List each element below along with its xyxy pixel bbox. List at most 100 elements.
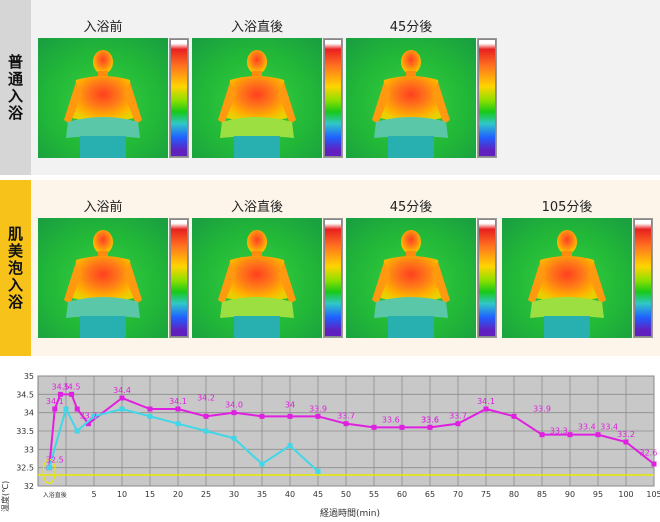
panel-title: 45分後	[389, 200, 433, 215]
data-label: 33.7	[337, 412, 355, 421]
data-point	[427, 424, 433, 430]
thermal-image	[38, 218, 168, 338]
data-point	[175, 406, 181, 412]
data-point	[343, 421, 349, 427]
y-tick-label: 35	[24, 372, 34, 381]
temperature-scale	[477, 218, 497, 338]
data-label: 34.4	[113, 386, 131, 395]
temperature-scale	[169, 218, 189, 338]
x-tick-label: 10	[117, 490, 127, 499]
section-label: 普通入浴	[6, 53, 24, 122]
thermal-image	[346, 38, 476, 158]
data-label: 34.1	[169, 397, 187, 406]
thermal-panel: 入浴前	[38, 180, 189, 350]
x-tick-label: 入浴直後	[43, 491, 67, 499]
panel-title: 入浴前	[83, 20, 123, 35]
data-label: 34.5	[51, 382, 69, 391]
data-label: 33.6	[421, 415, 439, 424]
x-tick-label: 75	[481, 490, 491, 499]
data-label: 33.7	[79, 412, 97, 421]
data-point	[231, 435, 237, 441]
panel-title: 入浴直後	[230, 200, 283, 215]
thermal-image	[502, 218, 632, 338]
data-label: 34.1	[477, 397, 495, 406]
section-label-band: 肌美泡入浴	[0, 180, 31, 356]
data-label: 34.2	[197, 393, 215, 402]
temperature-scale	[169, 38, 189, 158]
x-tick-label: 50	[341, 490, 351, 499]
data-point	[147, 413, 153, 419]
data-point	[203, 428, 209, 434]
data-point	[567, 432, 573, 438]
y-tick-label: 34	[24, 409, 34, 418]
data-label: 33.4	[600, 423, 618, 432]
color-scale-bar	[634, 219, 652, 337]
thermal-panel: 入浴前	[38, 0, 189, 170]
data-point	[119, 395, 125, 401]
start-highlight	[42, 458, 56, 484]
x-tick-label: 55	[369, 490, 379, 499]
x-tick-label: 80	[509, 490, 519, 499]
data-label: 34.5	[63, 382, 81, 391]
data-point	[595, 432, 601, 438]
data-label: 34.0	[225, 401, 243, 410]
data-point	[69, 391, 75, 397]
panel-title: 45分後	[389, 20, 433, 35]
x-tick-label: 95	[593, 490, 603, 499]
panel-title: 入浴前	[83, 200, 123, 215]
data-label: 33.6	[421, 415, 439, 424]
data-label: 32.6	[639, 448, 657, 457]
color-scale-bar	[478, 219, 496, 337]
thermal-panel: 入浴直後	[192, 0, 343, 170]
data-label: 33.4	[578, 423, 596, 432]
y-tick-label: 32.5	[16, 464, 34, 473]
thermal-panel: 45分後	[346, 180, 497, 350]
color-scale-bar	[324, 39, 342, 157]
temperature-scale	[323, 38, 343, 158]
temperature-scale	[323, 218, 343, 338]
data-label: 34	[285, 401, 295, 410]
data-label: 33.9	[533, 404, 551, 413]
x-tick-label: 45	[313, 490, 323, 499]
temperature-scale	[477, 38, 497, 158]
thermal-image	[192, 38, 322, 158]
temperature-chart: 35 34.5 34 33.5 33 32.5 32 入浴直後 5 10 15 20 25 30 35 40…	[0, 372, 660, 519]
data-point	[231, 410, 237, 416]
data-point	[74, 428, 80, 434]
x-tick-label: 5	[91, 490, 96, 499]
x-tick-label: 105	[646, 490, 660, 499]
y-tick-label: 33	[24, 445, 34, 454]
color-scale-bar	[478, 39, 496, 157]
thermal-image	[346, 218, 476, 338]
x-tick-label: 20	[173, 490, 183, 499]
thermal-image	[192, 218, 322, 338]
data-point	[511, 413, 517, 419]
data-point	[651, 461, 657, 467]
color-scale-bar	[170, 219, 188, 337]
data-point	[623, 439, 629, 445]
y-tick-label: 34.5	[16, 390, 34, 399]
x-axis-label: 経過時間(min)	[320, 507, 380, 519]
normal-bath-section: 普通入浴 入浴前 入浴直後 45分後	[0, 0, 660, 175]
x-tick-label: 70	[453, 490, 463, 499]
data-point	[52, 406, 58, 412]
data-point	[287, 443, 293, 449]
thermal-image	[38, 38, 168, 158]
color-scale-bar	[324, 219, 342, 337]
x-tick-label: 25	[201, 490, 211, 499]
temperature-scale	[633, 218, 653, 338]
panel-title: 入浴直後	[230, 20, 283, 35]
data-point	[399, 424, 405, 430]
data-point	[46, 465, 52, 471]
section-label: 肌美泡入浴	[6, 225, 24, 311]
data-label: 33.7	[449, 412, 467, 421]
data-label: 32.5	[46, 456, 64, 465]
x-tick-label: 35	[257, 490, 267, 499]
thermal-panel: 入浴直後	[192, 180, 343, 350]
data-point	[315, 413, 321, 419]
data-point	[287, 413, 293, 419]
data-point	[371, 424, 377, 430]
foam-bath-section: 肌美泡入浴 入浴前 入浴直後 45分後 105分後	[0, 180, 660, 356]
data-point	[119, 406, 125, 412]
data-point	[91, 413, 97, 419]
